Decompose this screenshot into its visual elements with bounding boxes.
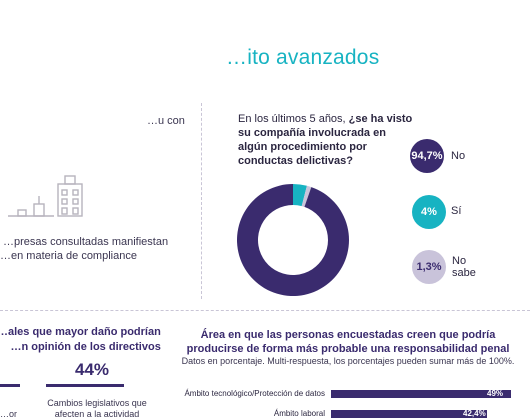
option-label-si: Sí [451,205,462,217]
donut-chart [237,184,349,296]
value-bubble-no-sabe: 1,3% [412,250,446,284]
bar [331,390,511,398]
bar-value-label: 42,4% [463,409,486,418]
heading-line: …ales que mayor daño podrían [0,326,161,338]
horizontal-divider [0,310,530,311]
option-label-no: No [451,150,466,162]
bottom-right-heading: Área en que las personas encuestadas cre… [186,329,510,355]
donut-slice-si [293,184,307,207]
heading-line: …n opinión de los directivos [10,341,161,353]
underline-bar [46,384,124,387]
building-icon-small [8,196,54,217]
bar-category-label: Ámbito laboral [273,409,325,418]
percent-caption: Cambios legislativos que afecten a la ac… [47,398,147,419]
vertical-divider [201,103,202,299]
survey-question: En los últimos 5 años, ¿se ha visto su c… [238,112,413,168]
cut-off-text: …or [0,409,18,419]
bar-value-label: 49% [487,389,504,398]
question-bold: ¿se ha visto su compañía involucrada en … [238,113,413,167]
bar-category-label: Ámbito tecnológico/Protección de datos [184,389,325,398]
value-bubble-no: 94,7% [410,139,444,173]
value-bubble-si: 4% [412,195,446,229]
left-text-line: …en materia de compliance [0,250,137,262]
bar [331,410,487,418]
building-icon-large [57,175,83,217]
bottom-left-heading: …ales que mayor daño podrían …n opinión … [0,325,161,355]
donut-slice-no [237,184,349,296]
percent-value: 44% [75,360,110,379]
question-prefix: En los últimos 5 años, [238,113,349,125]
bottom-right-subtitle: Datos en porcentaje. Multi-respuesta, lo… [181,356,515,366]
donut-slice-no-sabe [301,185,312,207]
left-text-line: …presas consultadas manifiestan [3,236,169,248]
page-title: …ito avanzados [226,46,380,69]
building-icons [8,175,83,217]
option-label-no-sabe: No sabe [452,255,476,279]
underline-bar [0,384,20,387]
left-text-line: …u con [147,115,185,127]
